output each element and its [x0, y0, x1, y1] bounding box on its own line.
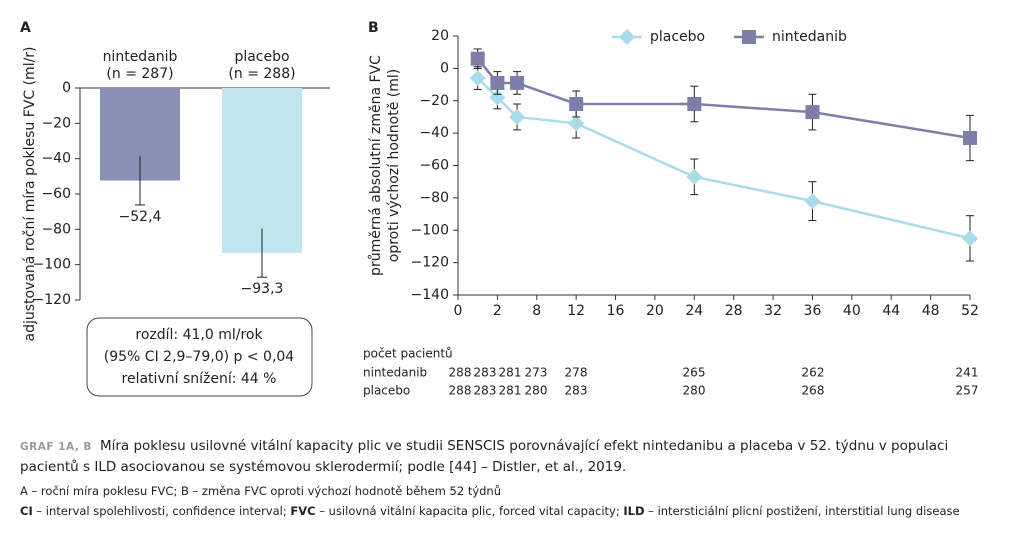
patients-count: 257	[956, 384, 979, 398]
marker-diamond	[568, 115, 585, 132]
patients-count: 280	[683, 384, 706, 398]
patients-count: 262	[802, 366, 825, 380]
patients-count: 280	[525, 384, 548, 398]
abbr-term: FVC	[290, 504, 316, 518]
x-tick-label: 24	[685, 303, 703, 319]
x-tick-label: 16	[607, 303, 625, 319]
y-tick-label: −60	[41, 186, 71, 202]
y-tick-label: −40	[41, 151, 71, 167]
y-tick-label: −120	[411, 255, 449, 271]
y-tick-label: −40	[419, 125, 449, 141]
x-tick-label: 8	[532, 303, 541, 319]
patients-count: 283	[565, 384, 588, 398]
marker-square	[805, 105, 820, 120]
marker-diamond	[469, 70, 486, 87]
marker-square	[687, 96, 702, 111]
x-tick-label: 52	[961, 303, 979, 319]
caption-abbreviations: CI – interval spolehlivosti, confidence …	[20, 501, 1000, 521]
y-tick-label: 0	[440, 60, 449, 76]
y-tick-label: −60	[419, 158, 449, 174]
value-label: −52,4	[119, 209, 162, 225]
patients-row-label: placebo	[363, 384, 410, 398]
patients-count: 273	[525, 366, 548, 380]
patients-count: 278	[565, 366, 588, 380]
marker-square	[490, 75, 505, 90]
x-tick-label: 44	[882, 303, 900, 319]
marker-diamond	[686, 168, 703, 185]
x-tick-label: 0	[454, 303, 463, 319]
category-note: (n = 288)	[228, 66, 295, 82]
panel-label: A	[20, 20, 31, 36]
patients-count: 241	[956, 366, 979, 380]
patients-row-label: nintedanib	[363, 366, 427, 380]
patients-count: 283	[474, 384, 497, 398]
x-tick-label: 20	[646, 303, 664, 319]
abbr-term: ILD	[623, 504, 645, 518]
marker-square	[569, 96, 584, 111]
bar	[222, 88, 302, 253]
abbr-text: – usilovná vitální kapacita plic, forced…	[319, 504, 620, 518]
y-axis-label: oproti výchozí hodnotě (ml)	[386, 69, 402, 262]
x-tick-label: 36	[804, 303, 822, 319]
marker-diamond	[619, 29, 635, 45]
annotation-line: rozdíl: 41,0 ml/rok	[135, 327, 263, 343]
series-line	[476, 77, 971, 240]
patients-title: počet pacientů	[363, 347, 453, 361]
legend-label: nintedanib	[772, 29, 847, 45]
patients-count: 288	[449, 366, 472, 380]
patients-count: 283	[474, 366, 497, 380]
category-note: (n = 287)	[106, 66, 173, 82]
x-tick-label: 32	[764, 303, 782, 319]
y-tick-label: −100	[33, 257, 71, 273]
panel-label: B	[368, 20, 379, 36]
x-tick-label: 28	[725, 303, 743, 319]
annotation-line: relativní snížení: 44 %	[122, 371, 277, 387]
y-tick-label: 20	[431, 28, 449, 44]
marker-square	[470, 51, 485, 66]
patients-count: 268	[802, 384, 825, 398]
y-axis-label: průměrná absolutní změna FVC	[368, 55, 384, 276]
x-tick-label: 40	[843, 303, 861, 319]
marker-square	[742, 30, 756, 44]
marker-diamond	[509, 108, 526, 125]
marker-diamond	[489, 89, 506, 106]
marker-square	[510, 75, 525, 90]
series-line	[476, 57, 971, 140]
y-tick-label: −80	[41, 221, 71, 237]
y-tick-label: −100	[411, 222, 449, 238]
patients-count: 265	[683, 366, 706, 380]
y-tick-label: −120	[33, 292, 71, 308]
marker-diamond	[962, 230, 978, 247]
caption-text: Míra poklesu usilovné vitální kapacity p…	[20, 438, 949, 475]
y-tick-label: 0	[62, 80, 71, 96]
patients-count: 281	[499, 366, 522, 380]
abbr-text: – intersticiální plicní postižení, inter…	[648, 504, 960, 518]
legend-label: placebo	[650, 29, 705, 45]
caption-panels: A – roční míra poklesu FVC; B – změna FV…	[20, 484, 502, 498]
caption-title: GRAF 1A, B Míra poklesu usilovné vitální …	[20, 436, 1000, 477]
y-axis-label: adjustovaná roční míra poklesu FVC (ml/r…	[22, 46, 38, 341]
category-label: nintedanib	[103, 49, 178, 65]
annotation-box	[86, 317, 313, 397]
y-tick-label: −80	[419, 190, 449, 206]
patients-count: 281	[499, 384, 522, 398]
category-label: placebo	[234, 49, 289, 65]
marker-square	[963, 130, 977, 145]
abbr-term: CI	[20, 504, 33, 518]
y-tick-label: −140	[411, 287, 449, 303]
patients-count: 288	[449, 384, 472, 398]
caption-label: GRAF 1A, B	[20, 441, 92, 453]
x-tick-label: 48	[922, 303, 940, 319]
y-tick-label: −20	[419, 93, 449, 109]
y-tick-label: −20	[41, 115, 71, 131]
abbr-text: – interval spolehlivosti, confidence int…	[36, 504, 287, 518]
x-tick-label: 12	[567, 303, 585, 319]
x-tick-label: 2	[493, 303, 502, 319]
annotation-line: (95% CI 2,9–79,0) p < 0,04	[104, 349, 295, 365]
value-label: −93,3	[241, 281, 284, 297]
caption: GRAF 1A, B Míra poklesu usilovné vitální …	[20, 436, 1000, 521]
marker-diamond	[804, 193, 821, 210]
